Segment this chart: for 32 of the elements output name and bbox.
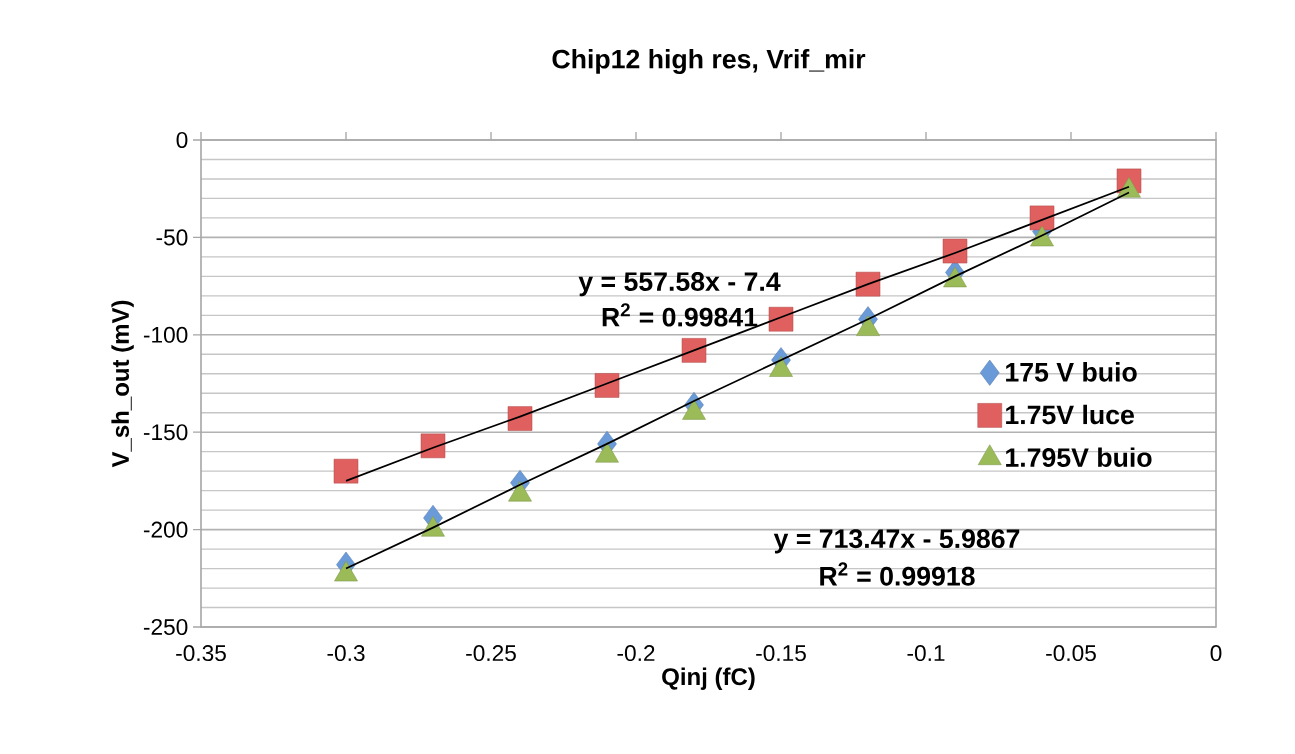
x-tick-label: -0.35 (176, 645, 226, 662)
legend-label: 1.795V buio (1006, 447, 1152, 467)
legend-label: 175 V buio (1006, 362, 1137, 382)
x-tick-label: -0.1 (907, 645, 945, 662)
point (681, 338, 707, 363)
annotation: R$^{2}$ = 0.99918 (820, 562, 975, 586)
y-tick-label: -250 (143, 618, 188, 636)
y-axis-title: V_sh_out (mV) (111, 300, 134, 468)
x-tick-label: -0.15 (756, 645, 806, 662)
legend-label: 1.75V luce (1006, 404, 1134, 425)
point (594, 373, 620, 398)
y-tick-label: -100 (143, 326, 188, 343)
y-tick-label: 0 (176, 131, 188, 149)
chart-title: Chip12 high res, Vrif_mir (552, 48, 866, 74)
point (507, 406, 533, 431)
y-tick-label: -150 (143, 424, 188, 441)
point (855, 271, 881, 297)
annotation: y = 713.47x - 5.9867 (773, 529, 1020, 554)
x-tick-label: -0.05 (1046, 645, 1096, 662)
annotation: R$^{2}$ = 0.99841 (602, 303, 758, 327)
x-axis-title: Qinj (fC) (662, 667, 755, 690)
point (333, 458, 359, 484)
x-tick-label: -0.3 (327, 645, 365, 662)
x-tick-label: 0 (1210, 645, 1222, 662)
point (942, 238, 968, 264)
point (768, 306, 794, 332)
x-tick-label: -0.2 (617, 645, 655, 662)
y-tick-label: -200 (143, 521, 188, 538)
x-tick-label: -0.25 (466, 645, 516, 662)
annotation: y = 557.58x - 7.4 (578, 272, 781, 297)
y-tick-label: -50 (156, 229, 188, 246)
point (420, 433, 446, 459)
